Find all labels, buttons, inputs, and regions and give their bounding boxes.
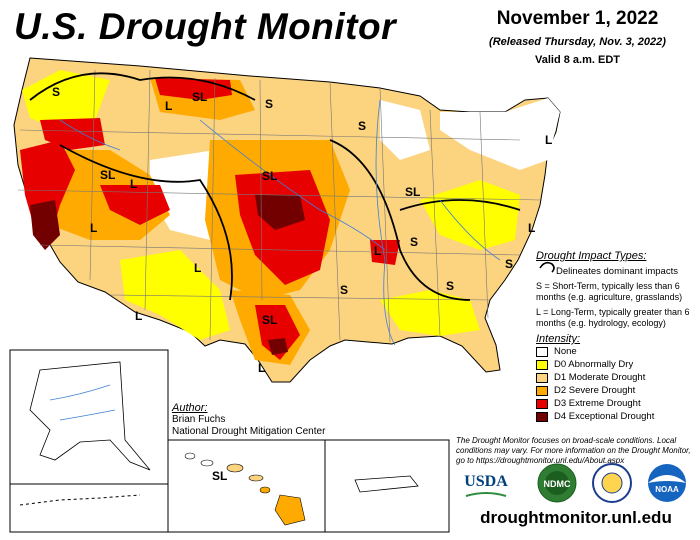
d3-region-nevada: [100, 185, 170, 225]
d0-region-south: [120, 250, 230, 340]
logo-row: USDA NDMC NOAA: [464, 463, 686, 503]
alaska-rivers: [49, 384, 116, 421]
impact-label: SL: [192, 90, 207, 104]
impact-label: S: [358, 119, 366, 133]
impact-label: L: [135, 309, 142, 323]
short-term-text: S = Short-Term, typically less than 6 mo…: [536, 281, 683, 302]
intensity-swatch: [536, 411, 548, 422]
impact-types-title: Drought Impact Types:: [536, 250, 647, 262]
noaa-logo-text: NOAA: [655, 485, 679, 494]
intensity-title: Intensity:: [536, 333, 581, 345]
impact-label: SL: [212, 469, 227, 483]
impact-line-glyph: [539, 261, 555, 273]
aleutian-islands: [19, 494, 141, 506]
disclaimer-text: The Drought Monitor focuses on broad-sca…: [456, 436, 691, 465]
impact-label: SL: [405, 185, 420, 199]
impact-boundaries: [29, 72, 521, 301]
puerto-rico-shape: [354, 475, 419, 493]
puerto-rico-inset-frame: [324, 439, 450, 533]
impact-label: SL: [262, 169, 277, 183]
impact-label: S: [410, 235, 418, 249]
impact-label: S: [505, 257, 513, 271]
d0-region-west: [22, 70, 110, 130]
rivers: [59, 99, 501, 346]
intensity-label: None: [554, 346, 577, 357]
author-name: Brian Fuchs: [172, 414, 226, 425]
impact-labels: S L SL S S SL SL L L SL S L L S S L SL L…: [52, 85, 552, 483]
author-org: National Drought Mitigation Center: [172, 426, 326, 437]
intensity-swatch: [536, 385, 548, 396]
impact-label: L: [130, 177, 137, 191]
impact-label: L: [545, 133, 552, 147]
impact-line-label: Delineates dominant impacts: [556, 266, 678, 277]
impact-label: L: [165, 99, 172, 113]
impact-label: S: [52, 85, 60, 99]
hawaii-islands: [184, 452, 306, 526]
none-region-lakes: [380, 100, 430, 160]
usda-logo-text: USDA: [464, 473, 508, 490]
intensity-row: D3 Extreme Drought: [536, 397, 696, 410]
impact-label: S: [340, 283, 348, 297]
impact-label: SL: [100, 168, 115, 182]
valid-time: Valid 8 a.m. EDT: [535, 54, 620, 66]
intensity-swatch: [536, 359, 548, 370]
state-borders: [17, 69, 541, 343]
impact-line-row: Delineates dominant impacts: [540, 266, 696, 277]
intensity-swatch: [536, 398, 548, 409]
d4-region-nebraska: [255, 195, 305, 230]
intensity-label: D4 Exceptional Drought: [554, 411, 655, 422]
intensity-list: None D0 Abnormally Dry D1 Moderate Drought…: [536, 345, 696, 423]
intensity-row: None: [536, 345, 696, 358]
legend: Drought Impact Types: Delineates dominan…: [536, 250, 696, 423]
impact-label: S: [265, 97, 273, 111]
usda-logo: USDA: [464, 468, 508, 497]
d0-region-east: [420, 180, 520, 250]
alaska-shape: [29, 361, 151, 471]
intensity-row: D2 Severe Drought: [536, 384, 696, 397]
intensity-swatch: [536, 372, 548, 383]
alaska-aleutians-frame: [9, 483, 169, 533]
intensity-label: D0 Abnormally Dry: [554, 359, 634, 370]
release-date: (Released Thursday, Nov. 3, 2022): [489, 36, 666, 48]
ndmc-logo-text: NDMC: [544, 479, 571, 489]
author-block: Author: Brian Fuchs National Drought Mit…: [172, 402, 325, 438]
author-label: Author:: [172, 402, 208, 414]
impact-label: L: [194, 261, 201, 275]
d3-region-texas: [255, 305, 300, 360]
map-title: U.S. Drought Monitor: [14, 6, 396, 47]
impact-label: SL: [262, 313, 277, 327]
map-date: November 1, 2022: [496, 8, 659, 29]
d3-region-oregon: [40, 118, 105, 150]
intensity-label: D1 Moderate Drought: [554, 372, 646, 383]
intensity-row: D0 Abnormally Dry: [536, 358, 696, 371]
intensity-label: D3 Extreme Drought: [554, 398, 641, 409]
impact-label: L: [374, 244, 381, 258]
intensity-swatch: [536, 346, 548, 357]
d0-region-southeast: [380, 290, 480, 336]
intensity-row: D4 Exceptional Drought: [536, 410, 696, 423]
website-url[interactable]: droughtmonitor.unl.edu: [480, 508, 672, 527]
impact-label: L: [528, 221, 535, 235]
none-region-northeast: [440, 98, 560, 170]
impact-label: L: [258, 361, 265, 375]
commerce-seal-logo: [592, 463, 632, 503]
intensity-row: D1 Moderate Drought: [536, 371, 696, 384]
impact-label: S: [446, 279, 454, 293]
ndmc-logo: NDMC: [537, 463, 577, 503]
d4-region-texas: [268, 338, 288, 355]
noaa-logo: NOAA: [648, 464, 686, 502]
impact-label: L: [90, 221, 97, 235]
d3-region-midsouth: [370, 240, 400, 265]
long-term-text: L = Long-Term, typically greater than 6 …: [536, 307, 690, 328]
intensity-label: D2 Severe Drought: [554, 385, 636, 396]
d4-region-california: [30, 200, 60, 250]
